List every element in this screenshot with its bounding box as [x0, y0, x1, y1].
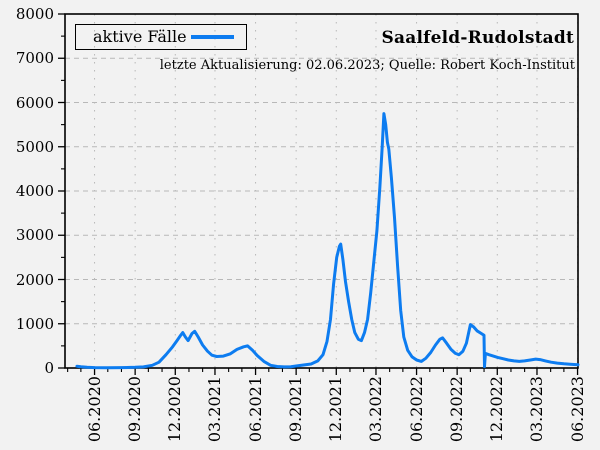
x-axis-label: 12.2021 — [326, 376, 346, 443]
x-axis-label: 09.2020 — [125, 376, 145, 443]
plot-border — [64, 13, 579, 369]
x-axis-label: 03.2022 — [365, 376, 385, 443]
y-axis-label: 0 — [44, 359, 54, 377]
active-cases-line — [75, 112, 580, 370]
chart-subtitle: letzte Aktualisierung: 02.06.2023; Quell… — [159, 58, 575, 73]
x-axis-label: 03.2023 — [526, 376, 546, 443]
y-axis-label: 7000 — [15, 49, 54, 68]
x-axis-label: 09.2021 — [286, 376, 306, 443]
legend-label: aktive Fälle — [93, 27, 187, 46]
y-axis-label: 6000 — [15, 93, 54, 112]
y-axis-label: 1000 — [15, 314, 54, 333]
legend-box: aktive Fälle — [75, 24, 247, 50]
chart-title: Saalfeld-Rudolstadt — [381, 28, 574, 48]
x-axis-label: 09.2022 — [447, 376, 467, 443]
y-axis-label: 4000 — [15, 182, 54, 200]
x-axis-label: 06.2020 — [84, 376, 104, 443]
x-axis-label: 06.2022 — [406, 376, 426, 443]
y-axis-label: 3000 — [15, 226, 54, 245]
legend-line-sample — [191, 35, 234, 39]
y-axis-label: 5000 — [15, 137, 54, 156]
y-axis-label: 2000 — [15, 270, 54, 289]
x-axis-label: 12.2022 — [487, 376, 507, 443]
x-axis-label: 12.2020 — [165, 376, 185, 443]
x-axis-label: 06.2021 — [245, 376, 265, 443]
x-axis-label: 03.2021 — [204, 376, 224, 443]
x-axis-label: 06.2023 — [567, 376, 587, 443]
y-axis-label: 8000 — [15, 5, 54, 23]
